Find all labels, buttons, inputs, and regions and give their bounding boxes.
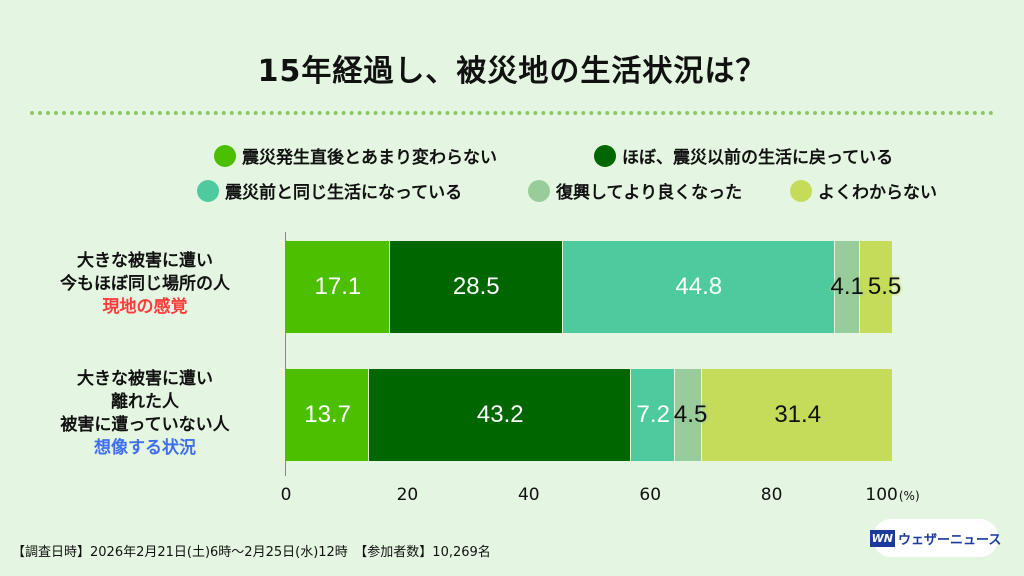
legend-item: 震災前と同じ生活になっている bbox=[197, 178, 462, 203]
legend-label: 復興してより良くなった bbox=[556, 183, 743, 203]
category-line: 被害に遭っていない人 bbox=[60, 415, 230, 435]
x-tick-label: 40 bbox=[517, 485, 540, 505]
legend-label: よくわからない bbox=[818, 183, 937, 203]
x-tick-label: 0 bbox=[280, 485, 292, 505]
bar-value-label: 7.2 bbox=[636, 401, 670, 428]
category-label: 大きな被害に遭い 離れた人被害に遭っていない人 想像する状況 bbox=[10, 368, 280, 460]
category-tag: 想像する状況 bbox=[94, 438, 196, 458]
category-line: 大きな被害に遭い bbox=[77, 369, 213, 389]
x-axis-unit: (%) bbox=[898, 489, 920, 503]
legend-item: 震災発生直後とあまり変わらない bbox=[214, 143, 497, 168]
logo-text: ウェザーニュース bbox=[898, 532, 1002, 548]
legend-label: 震災発生直後とあまり変わらない bbox=[242, 148, 497, 168]
legend-item: よくわからない bbox=[790, 178, 937, 203]
bar-value-label: 31.4 bbox=[774, 401, 822, 428]
bar-value-label: 44.8 bbox=[675, 273, 723, 300]
x-tick-label: 20 bbox=[396, 485, 419, 505]
bar-value-label: 43.2 bbox=[476, 401, 524, 428]
legend-swatch-icon bbox=[197, 179, 219, 202]
category-line: 今もほぼ同じ場所の人 bbox=[60, 274, 230, 294]
bar-value-label: 13.7 bbox=[304, 401, 351, 428]
bar-value-label: 4.5 bbox=[673, 401, 708, 428]
bar-segment bbox=[286, 241, 390, 333]
x-tick-label: 100 bbox=[865, 485, 898, 505]
legend-swatch-icon bbox=[528, 179, 550, 202]
logo-mark: WN bbox=[869, 529, 895, 547]
bar-segment bbox=[369, 369, 632, 461]
dotted-divider bbox=[30, 111, 994, 115]
bar-segment bbox=[286, 369, 370, 461]
category-line: 大きな被害に遭い bbox=[77, 251, 213, 271]
legend-swatch-icon bbox=[214, 144, 236, 167]
category-label: 大きな被害に遭い 今もほぼ同じ場所の人 現地の感覚 bbox=[10, 250, 280, 319]
category-tag: 現地の感覚 bbox=[102, 297, 188, 317]
legend-item: 復興してより良くなった bbox=[528, 178, 742, 203]
legend-swatch-icon bbox=[790, 179, 812, 202]
bar-segment bbox=[702, 369, 893, 461]
bar-segment bbox=[562, 241, 835, 333]
legend-label: ほぼ、震災以前の生活に戻っている bbox=[622, 148, 894, 168]
bar-value-label: 28.5 bbox=[452, 273, 500, 300]
x-tick-label: 60 bbox=[639, 485, 662, 505]
bar-value-label: 5.5 bbox=[867, 273, 902, 300]
bar-segment bbox=[859, 241, 893, 333]
weathernews-logo: WN ウェザーニュース bbox=[869, 519, 1002, 557]
bar-segment bbox=[631, 369, 676, 461]
bar-segment bbox=[389, 241, 563, 333]
bar-segment bbox=[675, 369, 703, 461]
legend-item: ほぼ、震災以前の生活に戻っている bbox=[594, 143, 893, 168]
bar-value-label: 4.1 bbox=[830, 273, 864, 300]
survey-footer: 【調査日時】2026年2月21日(土)6時～2月25日(水)12時 【参加者数】… bbox=[12, 545, 491, 560]
legend-swatch-icon bbox=[594, 144, 616, 167]
bar-segment bbox=[834, 241, 860, 333]
legend-label: 震災前と同じ生活になっている bbox=[225, 183, 463, 203]
bar-value-label: 17.1 bbox=[314, 273, 362, 300]
y-axis-line bbox=[285, 232, 286, 476]
category-line: 離れた人 bbox=[111, 392, 179, 412]
x-tick-label: 80 bbox=[760, 485, 783, 505]
chart-title: 15年経過し、被災地の生活状況は？ bbox=[257, 54, 767, 89]
